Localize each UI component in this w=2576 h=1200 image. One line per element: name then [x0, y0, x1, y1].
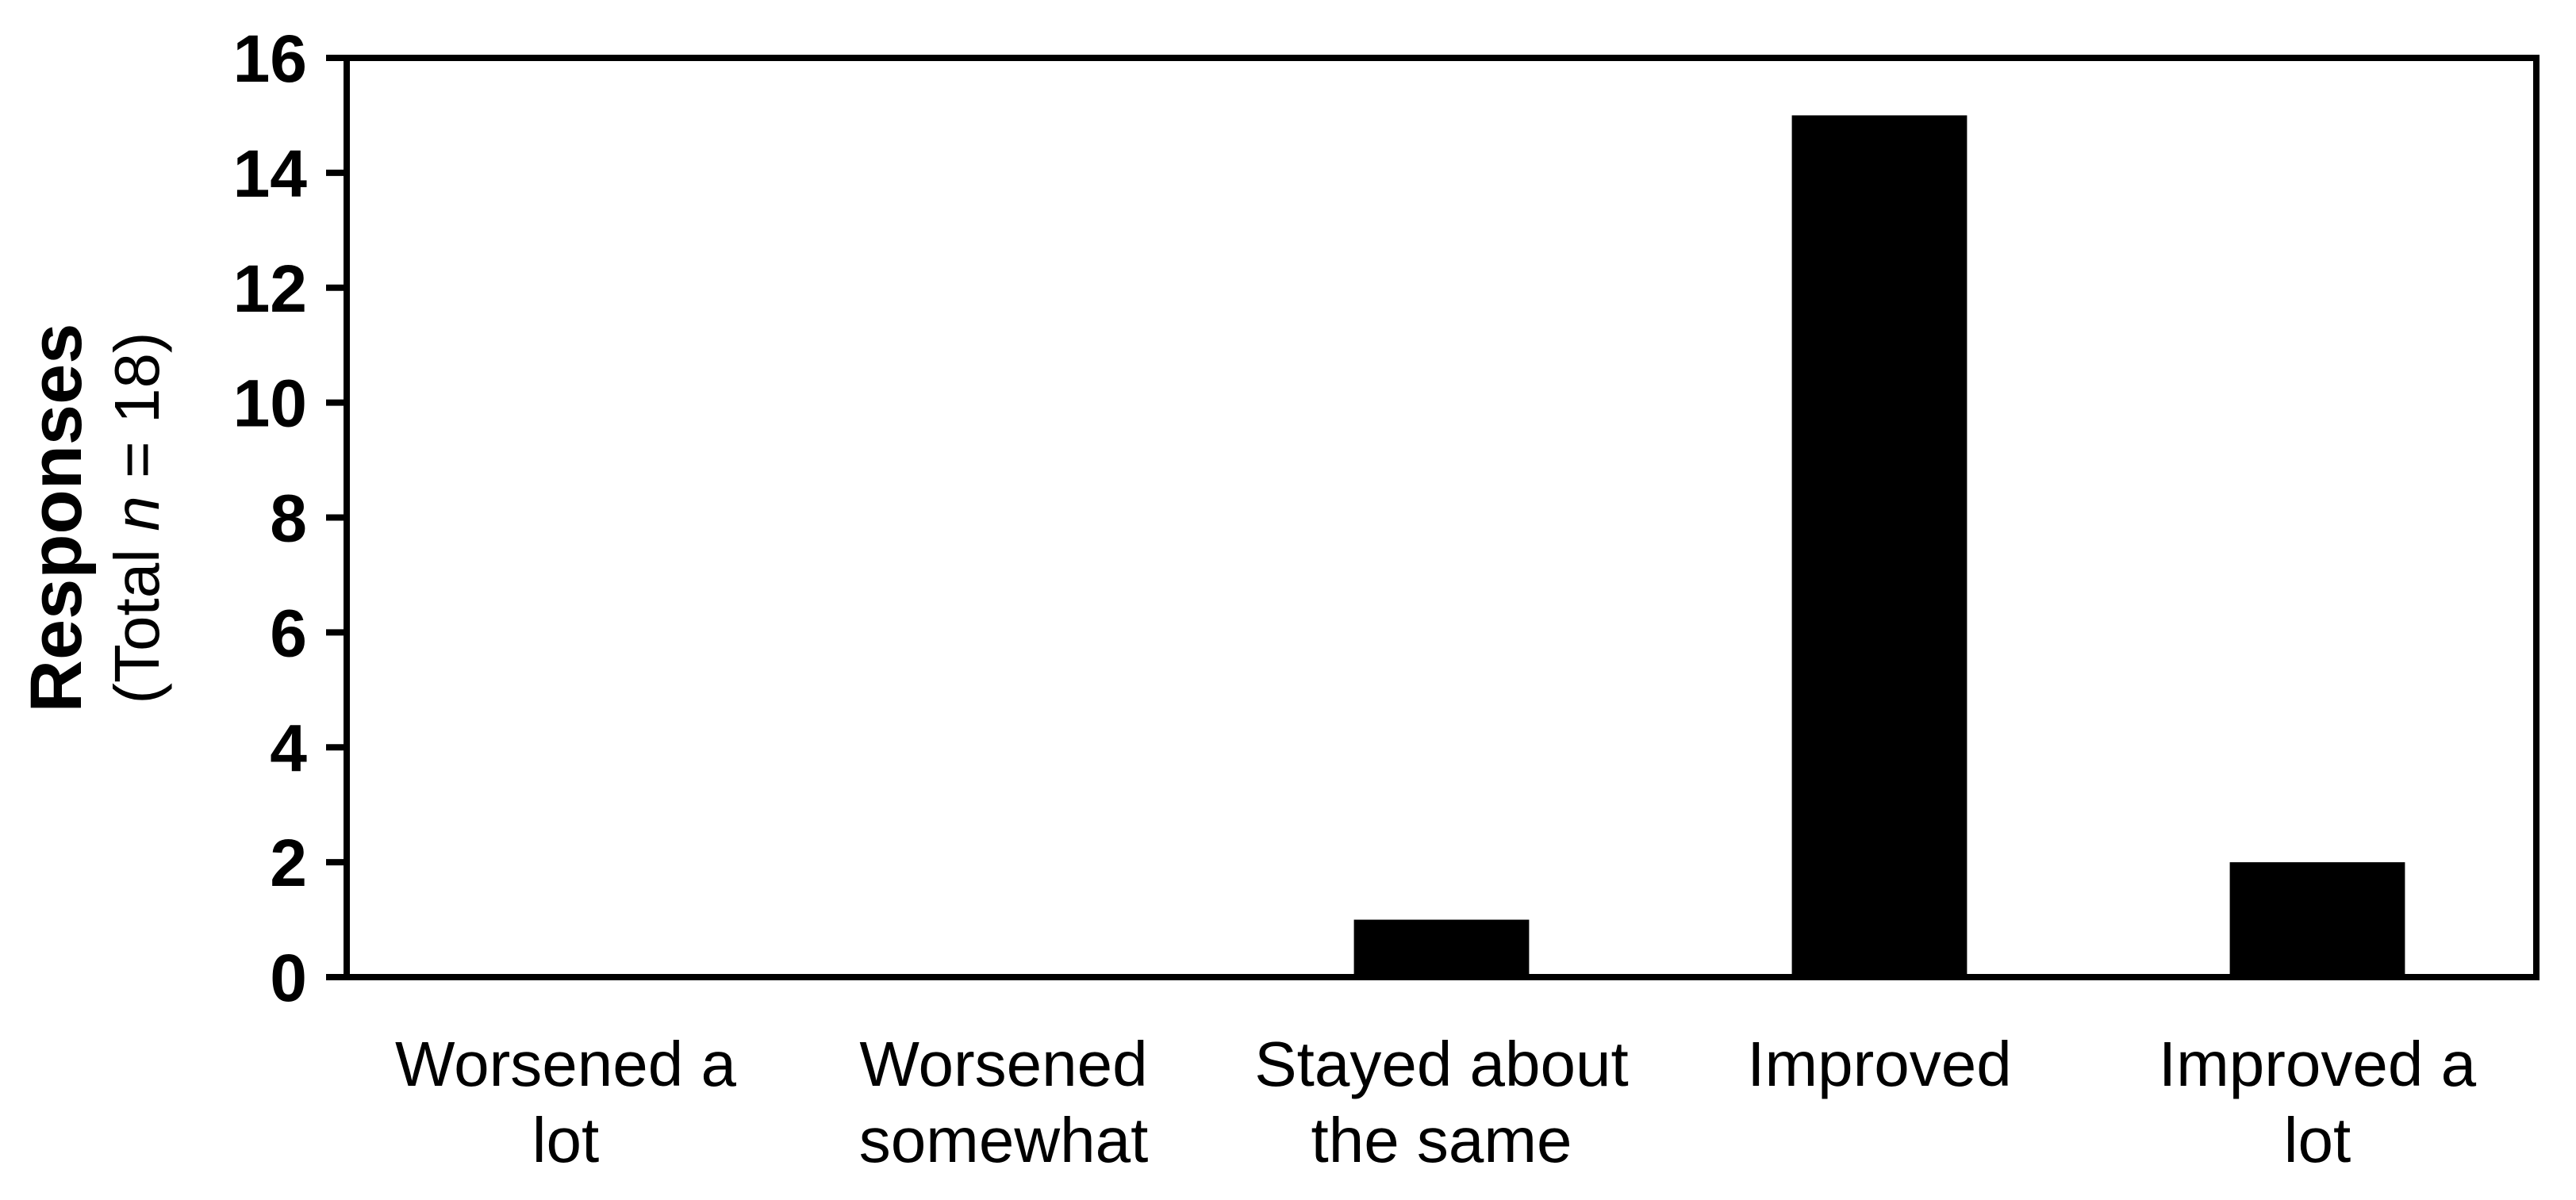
bar-2: [1353, 919, 1530, 977]
x-category-label-4: Improved a lot: [2159, 1029, 2477, 1175]
y-axis-title: Responses (Total n = 18): [16, 324, 172, 713]
bar-3: [1791, 115, 1968, 977]
y-tick-label-5: 10: [233, 366, 307, 441]
x-category-label-3: Improved: [1747, 1029, 2011, 1099]
x-category-label-0: Worsened a lot: [395, 1029, 736, 1175]
y-axis-title-sub-suffix: = 18): [102, 332, 172, 496]
y-axis-title-main: Responses: [16, 324, 97, 713]
y-tick-label-6: 12: [233, 251, 307, 326]
y-tick-label-3: 6: [270, 596, 307, 670]
plot-frame: [344, 55, 2540, 980]
y-axis-title-sub-italic: n: [102, 496, 172, 531]
y-axis-title-sub: (Total n = 18): [102, 332, 172, 704]
axis-layer: [344, 55, 2540, 980]
y-tick-label-1: 2: [270, 826, 307, 900]
bar-4: [2229, 862, 2405, 977]
y-tick-label-4: 8: [270, 481, 307, 556]
bars-layer: [1353, 115, 2405, 977]
x-category-label-2: Stayed about the same: [1254, 1029, 1628, 1175]
y-axis-ticks: 0 2 4 6 8 10 12 14 16: [233, 21, 347, 1015]
y-tick-label-0: 0: [270, 941, 307, 1015]
x-category-label-1: Worsened somewhat: [859, 1029, 1149, 1175]
x-axis-category-labels: Worsened a lot Worsened somewhat Stayed abou…: [395, 1029, 2477, 1175]
y-tick-label-2: 4: [270, 711, 307, 785]
y-tick-label-8: 16: [233, 21, 307, 96]
y-tick-label-7: 14: [233, 136, 308, 211]
y-axis-title-sub-prefix: (Total: [102, 531, 172, 704]
